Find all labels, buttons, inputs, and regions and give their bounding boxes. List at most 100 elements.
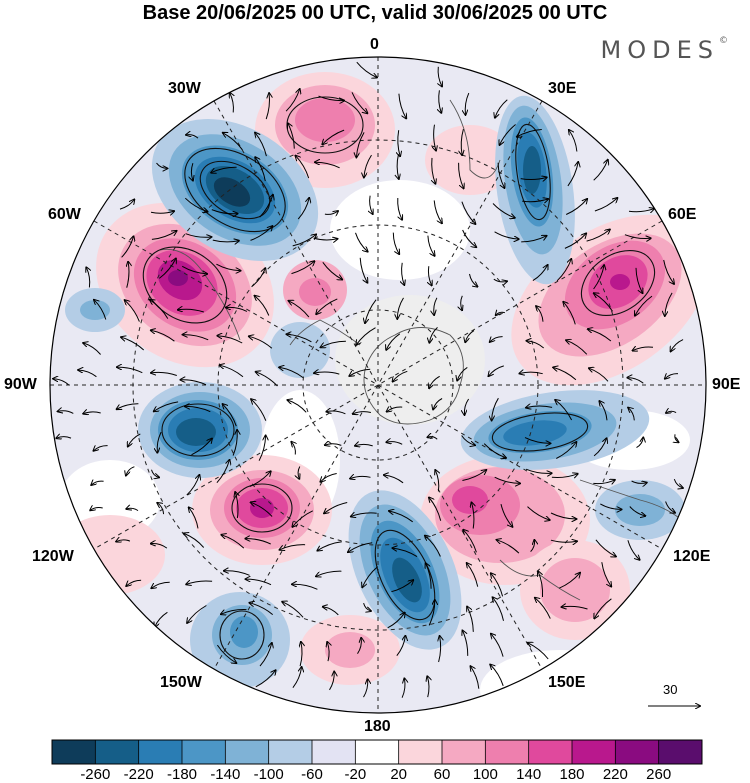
wind-arrow-icon: [624, 234, 651, 239]
wind-arrow-icon: [351, 513, 377, 517]
wind-arrow-icon: [348, 542, 373, 552]
colorbar-tick-label: -260: [80, 766, 111, 783]
wind-arrow-icon: [291, 442, 295, 455]
wind-arrow-icon: [550, 540, 577, 542]
wind-arrow-icon: [555, 400, 573, 421]
wind-arrow-icon: [356, 327, 376, 345]
wind-arrow-icon: [666, 411, 677, 413]
wind-arrow-icon: [221, 535, 245, 549]
wind-arrow-icon: [184, 533, 205, 548]
wind-arrow-icon: [191, 439, 212, 456]
wind-arrow-icon: [628, 209, 654, 212]
wind-arrow-icon: [426, 563, 432, 589]
wind-arrow-icon: [524, 437, 550, 444]
wind-arrow-icon: [350, 476, 371, 478]
wind-arrow-icon: [593, 160, 608, 181]
wind-arrow-icon: [594, 293, 613, 312]
wind-arrow-icon: [461, 295, 463, 310]
wind-arrow-icon: [180, 380, 207, 386]
wind-arrow-icon: [291, 261, 315, 275]
wind-arrow-icon: [280, 544, 306, 550]
wind-arrow-icon: [151, 330, 175, 342]
wind-arrow-icon: [117, 403, 139, 409]
wind-arrow-icon: [563, 302, 576, 325]
wind-arrow-icon: [433, 200, 442, 223]
wind-arrow-icon: [220, 365, 244, 378]
wind-arrow-icon: [439, 636, 441, 663]
wind-arrow-icon: [439, 90, 442, 113]
wind-arrow-icon: [255, 157, 266, 182]
negative-anomaly-misc: [65, 288, 685, 540]
wind-arrow-icon: [251, 399, 267, 421]
colorbar-tick-label: -20: [344, 766, 367, 783]
wind-arrow-icon: [324, 502, 348, 514]
colorbar-swatch: [658, 740, 703, 764]
wind-arrow-icon: [230, 93, 234, 113]
wind-arrow-icon: [316, 570, 342, 576]
wind-arrow-icon: [633, 347, 654, 351]
wind-arrow-icon: [530, 540, 535, 552]
wind-arrow-icon: [462, 470, 486, 481]
lon-label-180: 180: [364, 718, 391, 735]
wind-arrow-icon: [434, 297, 438, 315]
wind-arrow-icon: [265, 93, 269, 120]
map-border: [49, 56, 707, 714]
wind-arrow-icon: [316, 298, 338, 314]
neutral-cell: [330, 180, 470, 280]
colorbar-swatch: [138, 740, 183, 764]
wind-arrow-icon: [296, 156, 310, 179]
wind-arrow-icon: [627, 540, 640, 560]
colorbar-tick-label: 60: [433, 766, 451, 783]
wind-arrow-icon: [355, 444, 373, 446]
wind-arrow-icon: [397, 197, 402, 220]
lon-label-120w: 120W: [32, 548, 74, 565]
wind-arrow-icon: [490, 336, 503, 342]
wind-arrow-icon: [497, 162, 504, 188]
wind-arrow-icon: [384, 475, 404, 484]
wind-arrow-icon: [463, 530, 477, 553]
wind-arrow-icon: [435, 470, 438, 492]
wind-arrow-icon: [438, 66, 442, 87]
wind-arrow-icon: [491, 634, 504, 657]
wind-arrow-icon: [322, 262, 342, 279]
colorbar-swatch: [485, 740, 530, 764]
wind-arrow-icon: [212, 240, 239, 242]
wind-arrow-icon: [251, 268, 265, 287]
colorbar-swatch: [615, 740, 660, 764]
wind-arrow-icon: [520, 177, 547, 179]
wind-arrow-icon: [321, 340, 346, 347]
wind-arrow-icon: [235, 492, 238, 519]
wind-arrow-icon: [116, 540, 131, 542]
wind-arrow-icon: [285, 89, 300, 112]
wind-arrow-icon: [94, 445, 108, 451]
wind-arrow-icon: [211, 209, 238, 214]
wind-arrow-icon: [496, 312, 506, 315]
wind-arrow-icon: [186, 475, 200, 496]
wind-arrow-icon: [464, 398, 470, 415]
lon-label-120e: 120E: [673, 548, 711, 565]
wind-arrow-icon: [386, 333, 401, 350]
wind-arrow-icon: [217, 336, 243, 344]
wind-arrow-icon: [387, 407, 403, 412]
wind-arrow-icon: [490, 665, 504, 686]
antarctica-region: [335, 295, 485, 425]
wind-arrow-icon: [402, 262, 405, 285]
wind-arrow-icon: [288, 123, 295, 149]
wind-arrow-icon: [627, 378, 644, 384]
wind-arrow-icon: [398, 93, 406, 119]
colorbar: [51, 739, 703, 765]
wind-arrow-icon: [90, 507, 103, 510]
wind-arrow-icon: [250, 603, 274, 615]
wind-arrow-icon: [226, 307, 248, 312]
wind-arrow-icon: [556, 259, 571, 282]
wind-arrow-icon: [528, 643, 549, 660]
wind-arrow-icon: [150, 300, 169, 319]
wind-arrow-icon: [493, 278, 507, 282]
wind-arrow-icon: [255, 670, 276, 688]
graticule: [50, 57, 706, 713]
wind-arrow-icon: [256, 372, 278, 387]
wind-arrow-icon: [483, 443, 506, 458]
colorbar-swatch: [442, 740, 486, 764]
wind-arrow-icon: [362, 566, 379, 588]
